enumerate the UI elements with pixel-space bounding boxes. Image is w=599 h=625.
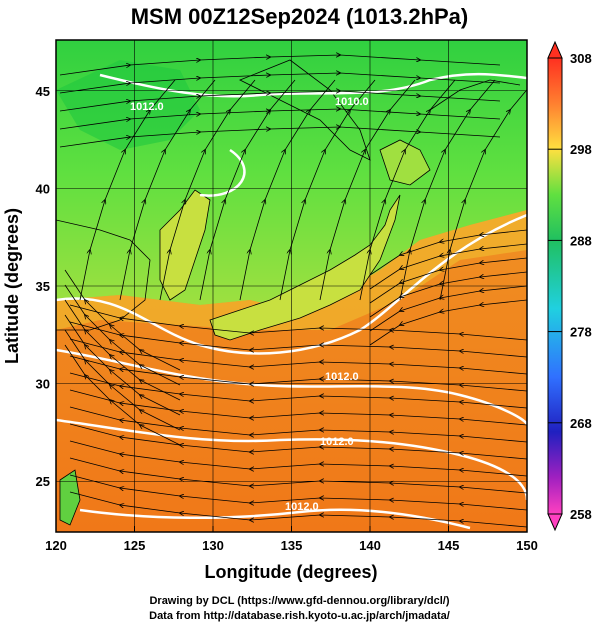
y-axis-label: Latitude (degrees) — [2, 208, 22, 364]
streamline — [59, 91, 501, 112]
streamline — [359, 79, 456, 301]
streamline — [119, 79, 216, 301]
x-axis-label: Longitude (degrees) — [204, 562, 377, 582]
colorbar-tick-label: 308 — [570, 51, 592, 66]
isobar-label: 1010.0 — [335, 96, 369, 108]
streamline — [319, 79, 416, 301]
streamline — [279, 79, 376, 301]
colorbar-tick-label: 298 — [570, 142, 592, 157]
streamline — [369, 257, 527, 304]
streamline — [59, 109, 501, 130]
colorbar: 308 298 288 278 268 258 — [547, 40, 592, 532]
x-tick-label: 130 — [202, 538, 224, 553]
streamline — [64, 344, 181, 446]
x-tick-label: 120 — [45, 538, 67, 553]
isobar-label: 1012.0 — [285, 501, 319, 513]
isobar-label: 1012.0 — [325, 371, 359, 383]
colorbar-body — [547, 57, 563, 515]
streamline — [79, 79, 176, 301]
temperature-field: 1010.0 1012.0 1012.0 1012.0 1012.0 — [56, 40, 527, 532]
streamline — [399, 79, 496, 301]
isobar-label: 1012.0 — [130, 101, 164, 113]
isobar-label: 1012.0 — [320, 436, 354, 448]
kuril-coastline — [429, 79, 521, 111]
streamline — [59, 55, 501, 76]
colorbar-tick-label: 278 — [570, 325, 592, 340]
y-tick-label: 35 — [36, 279, 50, 294]
streamline — [199, 79, 296, 301]
x-tick-label: 125 — [124, 538, 146, 553]
y-tick-label: 25 — [36, 474, 50, 489]
colorbar-tick-label: 288 — [570, 233, 592, 248]
colorbar-tick-label: 258 — [570, 507, 592, 522]
axis-ticks: 120 125 130 135 140 145 150 25 30 35 40 45 — [36, 84, 538, 553]
streamline — [59, 73, 501, 94]
y-tick-label: 30 — [36, 377, 50, 392]
x-tick-label: 135 — [281, 538, 303, 553]
streamline — [239, 79, 336, 301]
y-tick-label: 45 — [36, 84, 50, 99]
streamline — [59, 127, 501, 148]
x-tick-label: 145 — [438, 538, 460, 553]
colorbar-tick-label: 268 — [570, 416, 592, 431]
y-tick-label: 40 — [36, 181, 50, 196]
credit-line-1: Drawing by DCL (https://www.gfd-dennou.o… — [149, 595, 450, 607]
x-tick-label: 140 — [359, 538, 381, 553]
credit-line-2: Data from http://database.rish.kyoto-u.a… — [149, 610, 450, 622]
streamline — [369, 299, 527, 346]
map-title: MSM 00Z12Sep2024 (1013.2hPa) — [130, 4, 469, 29]
streamline — [369, 271, 527, 318]
x-tick-label: 150 — [516, 538, 538, 553]
lat-lon-grid — [56, 40, 527, 532]
taiwan-coastline — [59, 469, 81, 526]
streamline — [159, 79, 256, 301]
colorbar-top-arrow — [547, 40, 563, 59]
colorbar-bottom-arrow — [547, 513, 563, 532]
